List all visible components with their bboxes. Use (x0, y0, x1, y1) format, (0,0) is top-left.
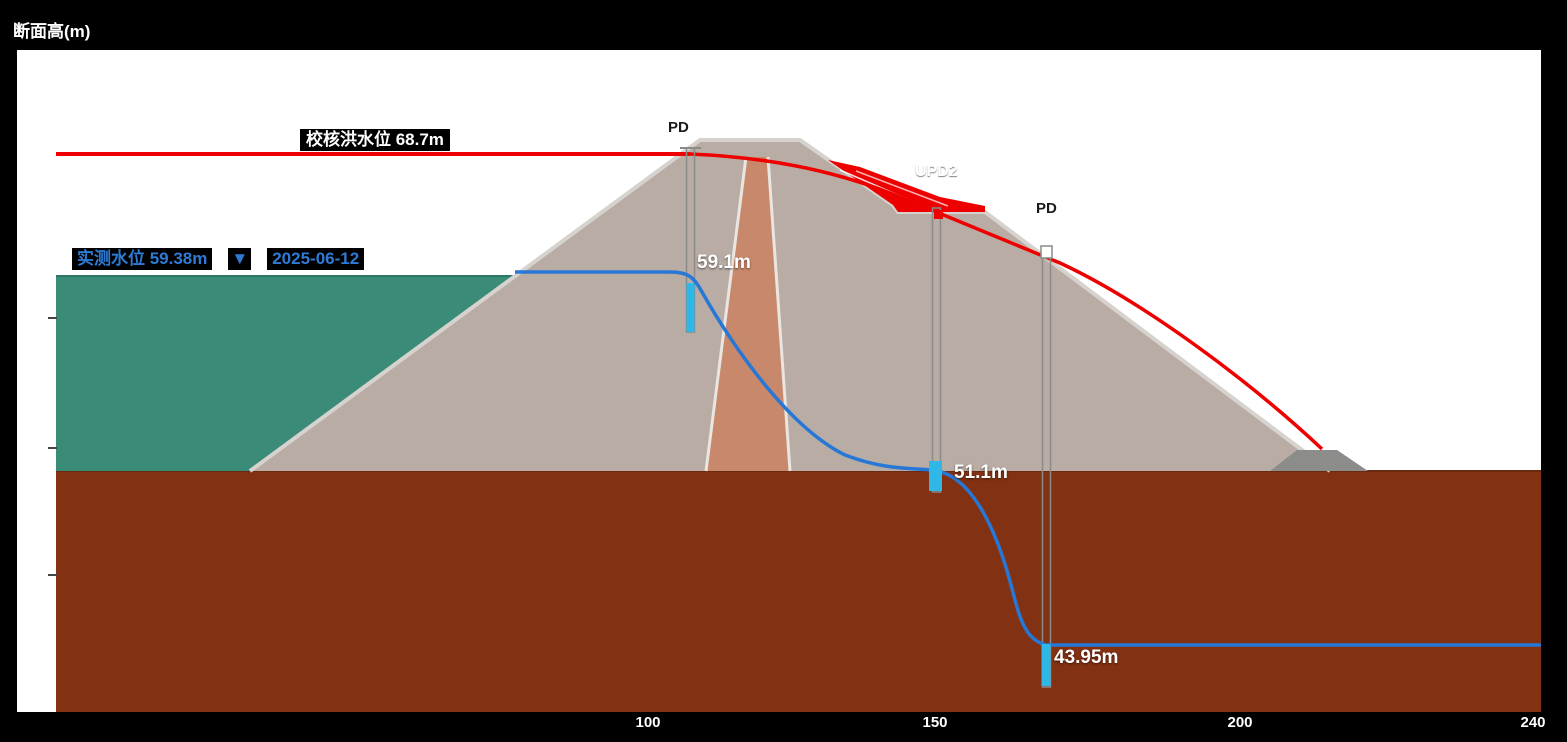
piezometer-2-label: UPD2 (915, 163, 958, 180)
piezometer-3-label: PD (1036, 200, 1057, 217)
reservoir-water (56, 276, 517, 471)
danger-zone-fill (828, 160, 985, 212)
measured-date-label: 2025-06-12 (267, 248, 365, 270)
water-level-symbol-icon: ▼ (228, 248, 252, 270)
x-axis-tick-label-240: 240 (1520, 714, 1546, 731)
piezometer-3-reading: 43.95m (1054, 647, 1119, 668)
gauge-column-2 (929, 461, 942, 491)
ground-fill (56, 471, 1541, 712)
piezometer-tube-3-marker (1040, 245, 1053, 259)
clay-core (706, 157, 790, 471)
danger-zone-streak-2 (855, 170, 949, 207)
x-axis-tick-label-200: 200 (1227, 714, 1253, 731)
gauge-column-1 (686, 283, 695, 332)
measured-level-label: 实测水位 59.38m (72, 248, 213, 270)
drainage-prism (1270, 450, 1368, 471)
y-axis-title: 断面高(m) (13, 22, 91, 41)
measured-phreatic-line (515, 270, 1541, 647)
check-flood-level-label: 校核洪水位 68.7m (300, 129, 450, 151)
x-axis-tick-label-150: 150 (922, 714, 948, 731)
piezometer-2-reading: 51.1m (954, 462, 1008, 483)
measured-level-group: 实测水位 59.38m ▼ 2025-06-12 (72, 248, 365, 270)
piezometer-tube-2-marker (934, 210, 943, 219)
gauge-column-3 (1041, 644, 1051, 686)
core-left-edge (704, 156, 748, 472)
piezometer-1-reading: 59.1m (697, 252, 751, 273)
piezometer-tube-2 (931, 207, 942, 493)
piezometer-1-label: PD (668, 119, 689, 136)
check-flood-saturation-curve (689, 152, 1324, 451)
dam-body (250, 140, 1330, 471)
core-right-edge (766, 156, 792, 472)
x-axis-tick-label-100: 100 (635, 714, 661, 731)
